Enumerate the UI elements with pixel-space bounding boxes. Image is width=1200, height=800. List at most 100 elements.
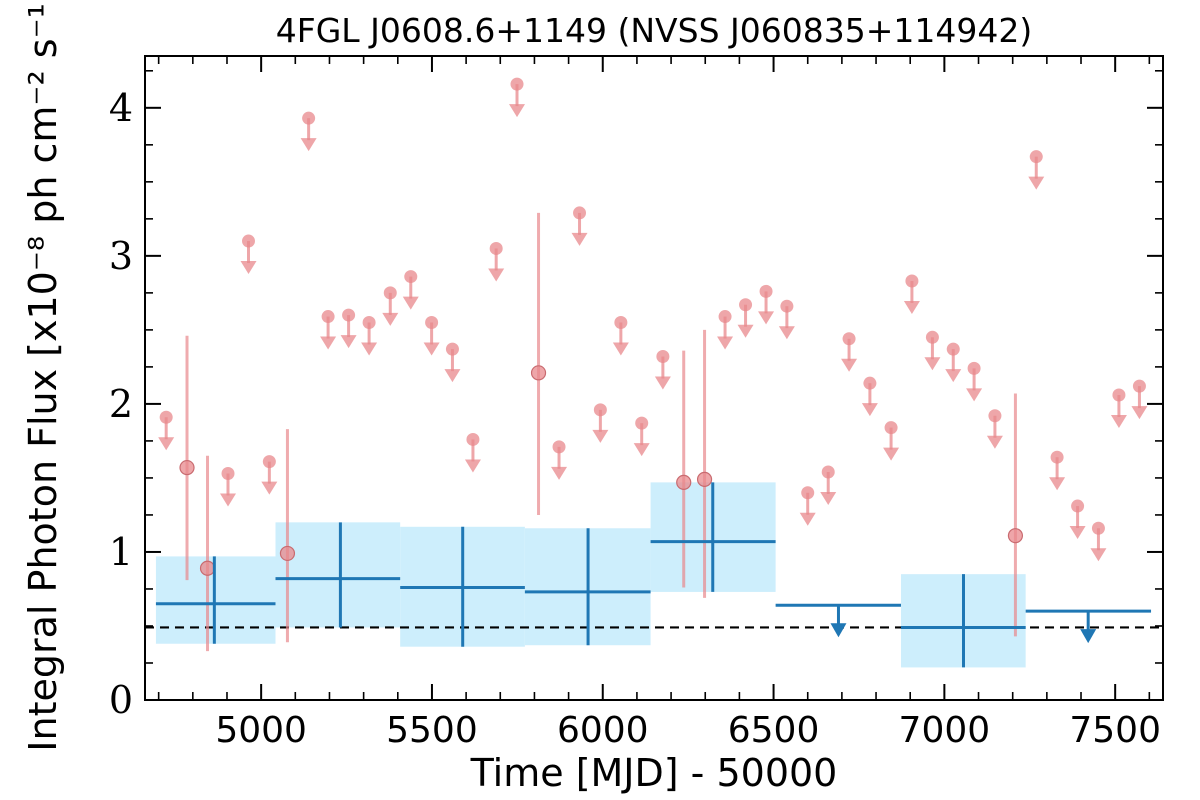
fine-upper-limit-arrow — [717, 336, 734, 350]
fine-upper-limit-arrow — [778, 326, 795, 340]
fine-upper-limit-arrow — [758, 311, 775, 325]
fine-upper-limit-arrow — [1028, 176, 1045, 190]
fine-upper-limit-point — [489, 241, 503, 255]
fine-upper-limit-arrow — [571, 232, 588, 246]
plot-axes: 5000 5500 6000 6500 7000 7500 0 1 2 3 4 — [109, 55, 1164, 751]
fine-upper-limit-arrow — [592, 429, 609, 443]
fine-upper-limit-point — [1029, 150, 1043, 164]
fine-upper-limit-point — [656, 350, 670, 364]
fine-upper-limit-point — [718, 310, 732, 324]
fine-upper-limit-point — [383, 286, 397, 300]
fine-upper-limit-point — [321, 310, 335, 324]
fine-upper-limit-arrow — [861, 403, 878, 417]
fine-upper-limit-arrow — [551, 466, 568, 480]
fine-upper-limit-point — [362, 315, 376, 329]
coarse-upper-limit-arrow — [830, 623, 847, 638]
fine-upper-limit-point — [946, 342, 960, 356]
fine-detection-point — [530, 365, 547, 381]
fine-upper-limit-point — [821, 465, 835, 479]
fine-upper-limit-point — [925, 330, 939, 344]
y-tick-label: 1 — [109, 530, 133, 574]
fine-upper-limit-point — [425, 315, 439, 329]
fine-upper-limit-arrow — [220, 493, 237, 507]
fine-upper-limit-point — [342, 308, 356, 322]
fine-upper-limit-arrow — [903, 301, 920, 315]
fine-upper-limit-arrow — [945, 369, 962, 383]
fine-upper-limit-arrow — [612, 342, 629, 356]
fine-upper-limit-arrow — [633, 443, 650, 457]
fine-upper-limit-point — [1071, 499, 1085, 513]
fine-detection-point — [179, 459, 195, 476]
fine-upper-limit-point — [1091, 521, 1105, 535]
y-axis-label: Integral Photon Flux [x10⁻⁸ ph cm⁻² s⁻¹] — [21, 0, 65, 752]
fine-upper-limit-point — [404, 270, 418, 284]
fine-upper-limit-point — [302, 111, 316, 125]
fine-upper-limit-arrow — [509, 104, 526, 118]
plot-frame — [144, 55, 1164, 701]
fine-upper-limit-point — [780, 299, 794, 313]
y-tick-label: 0 — [109, 678, 133, 722]
x-tick-label: 6000 — [557, 710, 649, 751]
coarse-bin-series — [155, 482, 1152, 668]
x-tick-label: 7000 — [899, 710, 991, 751]
fine-upper-limit-arrow — [300, 138, 317, 152]
fine-upper-limit-arrow — [1110, 415, 1127, 429]
fine-upper-limit-point — [801, 486, 815, 500]
fine-upper-limit-arrow — [261, 481, 278, 495]
fine-upper-limit-arrow — [799, 512, 816, 526]
fine-upper-limit-point — [1132, 379, 1146, 393]
fine-detection-point — [1007, 528, 1024, 544]
coarse-upper-limit-arrow — [1080, 629, 1097, 644]
fine-upper-limit-point — [573, 206, 587, 220]
fine-upper-limit-point — [863, 376, 877, 390]
fine-upper-limit-point — [988, 409, 1002, 423]
fine-upper-limit-arrow — [158, 437, 175, 451]
fine-upper-limit-point — [739, 298, 753, 312]
fine-upper-limit-arrow — [1131, 406, 1148, 420]
y-tick-label: 3 — [109, 234, 133, 278]
fine-upper-limit-point — [221, 466, 235, 480]
fine-upper-limit-point — [1050, 450, 1064, 464]
fine-upper-limit-point — [159, 410, 173, 424]
fine-upper-limit-arrow — [488, 268, 505, 282]
fine-upper-limit-point — [967, 361, 981, 375]
fine-upper-limit-arrow — [654, 376, 671, 390]
fine-upper-limit-point — [905, 274, 919, 288]
fine-upper-limit-arrow — [464, 459, 481, 473]
fine-upper-limit-arrow — [240, 261, 257, 275]
fine-upper-limit-arrow — [402, 296, 419, 310]
fine-upper-limit-arrow — [423, 342, 440, 356]
fine-upper-limit-arrow — [966, 388, 983, 402]
fine-detection-point — [279, 545, 296, 562]
fine-upper-limit-arrow — [1069, 526, 1086, 540]
y-tick-label: 2 — [109, 382, 133, 426]
fine-upper-limit-arrow — [924, 357, 941, 371]
fine-upper-limit-arrow — [340, 335, 357, 349]
fine-detection-point — [199, 560, 216, 576]
fine-upper-limit-arrow — [444, 369, 461, 383]
x-tick-label: 7500 — [1069, 710, 1161, 751]
fine-upper-limit-arrow — [1049, 477, 1066, 491]
fine-detection-point — [676, 474, 692, 490]
fine-upper-limit-point — [552, 440, 566, 454]
fine-upper-limit-point — [635, 416, 649, 430]
fine-upper-limit-arrow — [986, 435, 1003, 449]
fine-bin-series — [158, 77, 1148, 652]
fine-upper-limit-point — [759, 284, 773, 298]
coarse-bin-band — [275, 522, 401, 628]
fine-upper-limit-arrow — [820, 492, 837, 506]
fine-upper-limit-arrow — [320, 336, 337, 350]
x-tick-label: 6500 — [728, 710, 820, 751]
fine-upper-limit-point — [614, 315, 628, 329]
fine-upper-limit-arrow — [841, 358, 858, 372]
x-axis-label: Time [MJD] - 50000 — [470, 751, 838, 795]
fine-upper-limit-arrow — [737, 324, 754, 338]
fine-upper-limit-point — [593, 403, 607, 417]
x-tick-label: 5500 — [386, 710, 478, 751]
fine-upper-limit-point — [466, 432, 480, 446]
chart-title: 4FGL J0608.6+1149 (NVSS J060835+114942) — [276, 11, 1032, 50]
fine-upper-limit-point — [510, 77, 524, 91]
fine-upper-limit-point — [242, 234, 256, 248]
fine-upper-limit-point — [842, 332, 856, 346]
